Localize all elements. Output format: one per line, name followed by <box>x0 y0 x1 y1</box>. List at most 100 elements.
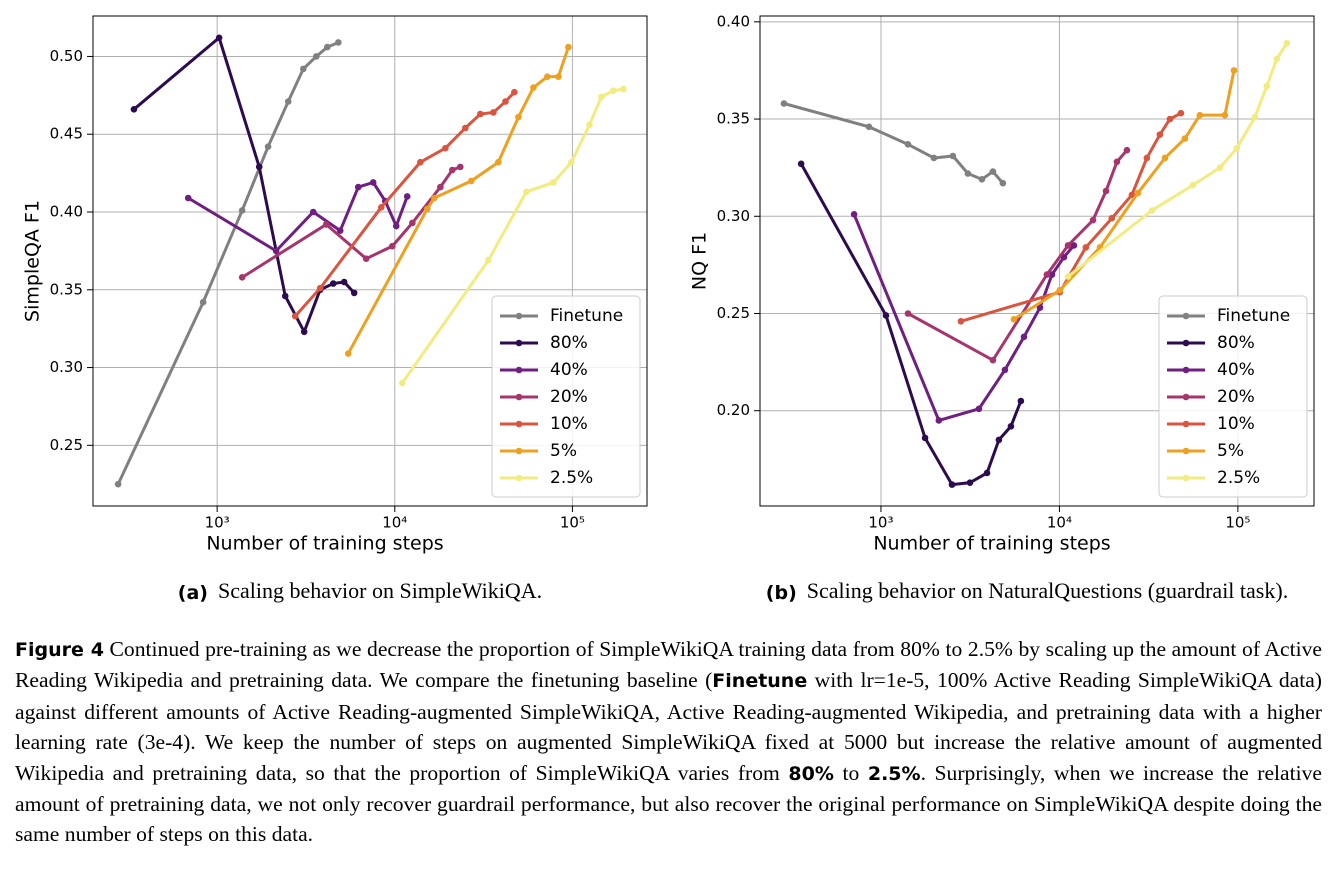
x-tick-label: 10⁵ <box>560 514 585 532</box>
data-point <box>995 436 1003 444</box>
series-line <box>960 111 1182 323</box>
legend-box <box>1158 295 1308 498</box>
x-tick-label: 10³ <box>868 514 893 532</box>
legend-label: 40% <box>550 360 588 380</box>
data-point <box>1166 115 1174 123</box>
series-line <box>346 46 570 355</box>
legend-label: 5% <box>550 441 577 461</box>
data-point <box>1123 146 1131 154</box>
figure-caption: Figure 4 Continued pre-training as we de… <box>15 634 1322 850</box>
data-point <box>1056 286 1064 294</box>
data-point <box>350 289 358 297</box>
data-point <box>291 312 299 320</box>
data-point <box>904 310 912 317</box>
x-tick-label: 10³ <box>205 514 230 532</box>
data-point <box>1156 131 1164 138</box>
data-point <box>1134 189 1142 197</box>
data-point <box>610 87 617 94</box>
data-point <box>1036 304 1044 311</box>
data-point <box>1064 242 1072 249</box>
y-tick-label: 0.35 <box>717 110 750 128</box>
data-point <box>1128 191 1136 199</box>
legend-label: 40% <box>1217 360 1255 380</box>
data-point <box>354 183 362 191</box>
legend-marker <box>1182 447 1190 455</box>
data-point <box>964 170 972 177</box>
series-line <box>241 165 461 279</box>
data-point <box>1283 39 1291 47</box>
data-point <box>515 113 522 121</box>
caption-text: with lr=1e-5, 100% Active Reading Simple… <box>15 668 1322 785</box>
legend-marker <box>515 312 523 320</box>
data-point <box>300 65 307 73</box>
data-point <box>620 85 627 93</box>
subfigure-text: Scaling behavior on SimpleWikiQA. <box>218 578 542 603</box>
data-point <box>329 280 337 287</box>
y-tick-label: 0.25 <box>717 304 750 322</box>
data-point <box>238 207 246 214</box>
data-point <box>477 110 484 118</box>
caption-text: . Surprisingly, when we increase the rel… <box>15 760 1322 847</box>
y-tick-label: 0.25 <box>50 436 83 454</box>
caption-bold: Finetune <box>712 670 808 693</box>
y-tick-label: 0.40 <box>717 12 750 30</box>
data-point <box>598 93 605 101</box>
legend-marker <box>1182 339 1190 347</box>
data-point <box>114 480 122 488</box>
data-point <box>462 124 469 132</box>
y-axis-label: SimpleQA F1 <box>22 200 44 322</box>
data-point <box>1064 273 1072 280</box>
data-point <box>1010 316 1018 323</box>
data-point <box>322 221 330 228</box>
data-point <box>1233 144 1241 152</box>
legend-box <box>491 295 641 498</box>
legend-marker <box>515 420 523 428</box>
legend-marker <box>1182 312 1190 320</box>
data-point <box>1102 187 1110 195</box>
data-point <box>272 247 280 255</box>
subfigure-caption: (a) Scaling behavior on SimpleWikiQA. <box>178 578 542 603</box>
data-point <box>281 292 289 300</box>
data-point <box>1089 216 1097 224</box>
data-point <box>1017 397 1025 405</box>
series-line <box>799 163 1023 487</box>
caption-text: to <box>833 760 868 785</box>
y-tick-label: 0.30 <box>50 358 83 376</box>
legend-marker <box>515 366 523 374</box>
y-tick-label: 0.50 <box>50 47 83 65</box>
legend-marker <box>1182 474 1190 482</box>
data-point <box>215 34 223 42</box>
data-point <box>1177 109 1185 117</box>
data-point <box>316 284 324 292</box>
legend-marker <box>1182 420 1190 428</box>
data-point <box>586 121 593 129</box>
data-point <box>530 84 537 91</box>
legend-label: Finetune <box>550 306 623 326</box>
data-point <box>1181 135 1189 142</box>
subfigure-caption: (b) Scaling behavior on NaturalQuestions … <box>766 578 1288 603</box>
x-tick-label: 10⁴ <box>382 514 407 532</box>
data-point <box>1189 181 1197 189</box>
y-tick-label: 0.45 <box>50 125 83 143</box>
data-point <box>255 163 263 171</box>
legend-label: 2.5% <box>550 468 593 488</box>
subfigure-text: Scaling behavior on NaturalQuestions (gu… <box>807 578 1288 603</box>
caption-text: Continued pre-training as we decrease th… <box>15 637 1322 693</box>
data-point <box>511 88 518 96</box>
data-point <box>468 177 475 185</box>
data-point <box>409 219 416 227</box>
data-point <box>1043 271 1051 278</box>
legend-marker <box>515 393 523 401</box>
series-line <box>1013 70 1236 321</box>
legend-label: 80% <box>1217 333 1255 353</box>
legend-label: 10% <box>1217 414 1255 434</box>
data-point <box>264 143 272 150</box>
caption-bold: 2.5% <box>867 762 921 785</box>
data-point <box>989 168 997 175</box>
data-point <box>948 481 956 488</box>
data-point <box>882 312 890 319</box>
data-point <box>417 158 424 166</box>
data-point <box>975 405 983 413</box>
legend-label: 80% <box>550 333 588 353</box>
data-point <box>456 163 464 171</box>
